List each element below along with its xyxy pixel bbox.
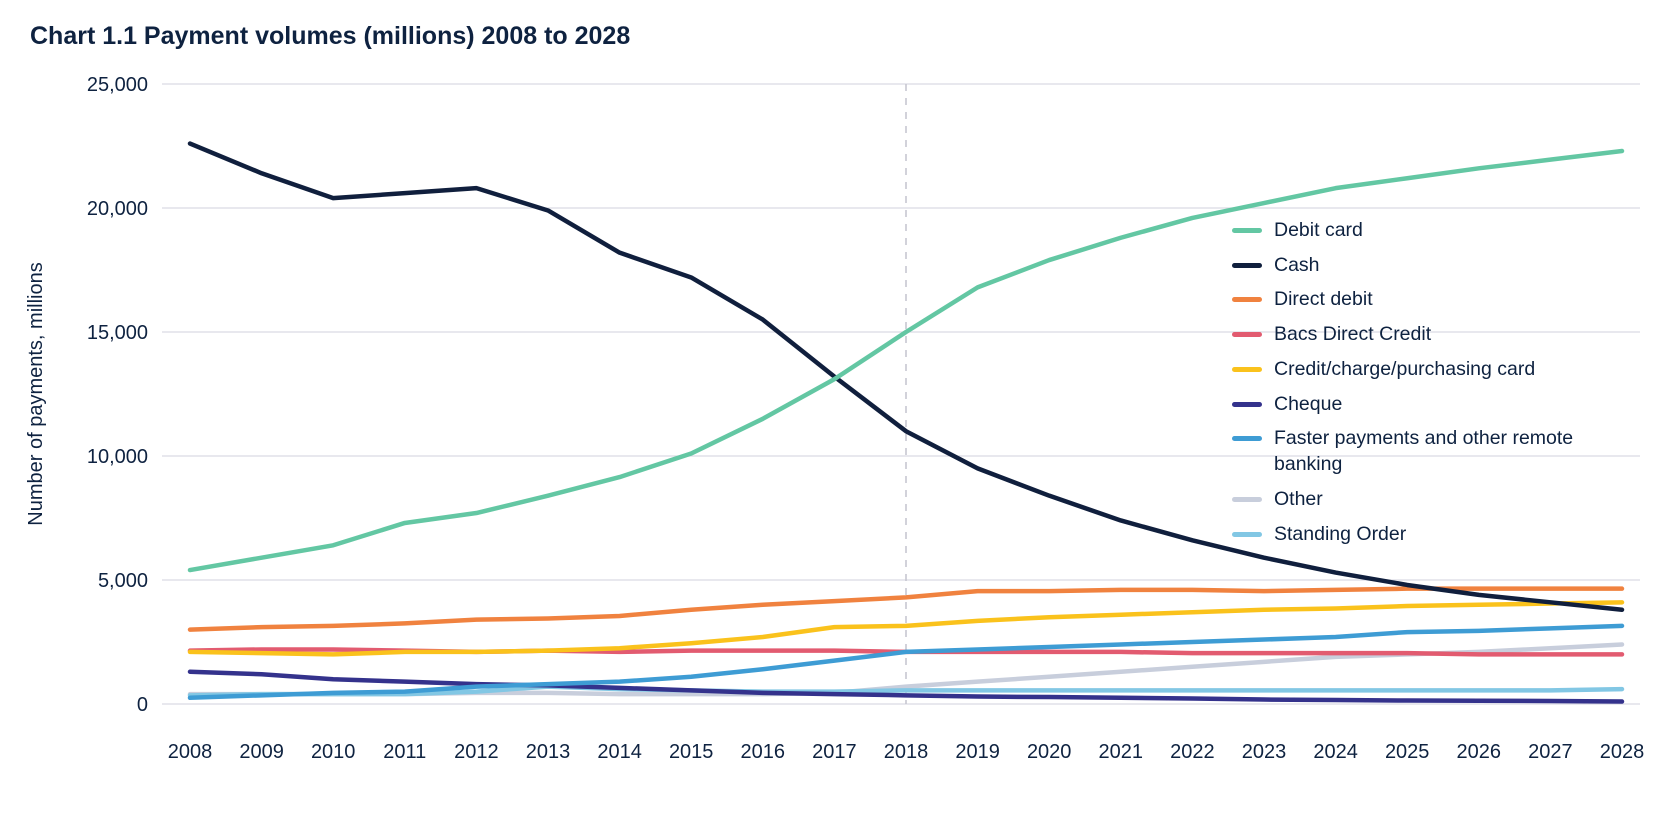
series-line-credit-charge-purchasing-card (187, 600, 1625, 657)
x-tick-label: 2009 (239, 741, 284, 763)
x-tick-label: 2025 (1385, 741, 1430, 763)
x-tick-label: 2008 (168, 741, 213, 763)
series-line-standing-order (187, 684, 1625, 698)
x-tick-label: 2028 (1600, 741, 1645, 763)
legend-label: Cheque (1274, 392, 1343, 415)
legend-label: Credit/charge/purchasing card (1274, 357, 1536, 380)
legend-swatch (1232, 366, 1262, 372)
y-tick-label: 25,000 (87, 74, 148, 96)
payment-volumes-line-chart: Number of payments, millions 0 5,000 10,00… (25, 74, 1645, 763)
legend-label: Cash (1274, 253, 1320, 276)
legend-item-debit-card: Debit card (1232, 218, 1582, 244)
legend-item-faster-payments-and-other-remote-banking: Faster payments and other remote banking (1232, 426, 1582, 477)
x-tick-label: 2027 (1528, 741, 1573, 763)
x-tick-label: 2021 (1099, 741, 1144, 763)
legend-item-other: Other (1232, 487, 1582, 513)
y-tick-label: 15,000 (87, 322, 148, 344)
series-line-faster-payments-and-other-remote-banking (187, 623, 1625, 701)
legend-label: Debit card (1274, 219, 1363, 241)
legend-swatch (1232, 496, 1262, 502)
series-line-cash (187, 141, 1625, 613)
x-tick-label: 2014 (597, 741, 642, 763)
series-line-cheque (187, 669, 1625, 704)
legend-swatch (1232, 228, 1262, 233)
legend-label: Other (1274, 487, 1323, 510)
x-tick-label: 2013 (526, 741, 571, 763)
legend-label: Faster payments and other remote banking (1274, 427, 1574, 476)
y-tick-label: 0 (137, 694, 148, 716)
x-tick-label: 2024 (1313, 741, 1358, 763)
x-tick-label: 2010 (311, 741, 356, 763)
legend-swatch (1232, 531, 1262, 537)
x-tick-label: 2016 (741, 741, 786, 763)
chart-legend: Debit card Cash Direct debit Bacs Direct Cr… (1232, 218, 1582, 556)
x-tick-label: 2011 (383, 741, 426, 763)
x-tick-label: 2020 (1027, 741, 1072, 763)
legend-swatch (1232, 332, 1262, 338)
series-line-direct-debit (187, 586, 1625, 632)
legend-label: Bacs Direct Credit (1274, 323, 1432, 346)
y-axis-label: Number of payments, millions (25, 262, 47, 525)
legend-swatch (1232, 297, 1262, 303)
legend-item-standing-order: Standing Order (1232, 522, 1582, 548)
legend-swatch (1232, 262, 1262, 268)
legend-item-bacs-direct-credit: Bacs Direct Credit (1232, 322, 1582, 348)
y-tick-label: 5,000 (98, 570, 148, 592)
legend-swatch (1232, 436, 1262, 442)
chart-title: Chart 1.1 Payment volumes (millions) 200… (30, 22, 631, 50)
legend-item-cash: Cash (1232, 253, 1582, 279)
legend-item-direct-debit: Direct debit (1232, 287, 1582, 313)
x-tick-label: 2023 (1242, 741, 1287, 763)
series-line-debit-card (187, 148, 1625, 573)
legend-label: Direct debit (1274, 288, 1373, 311)
x-tick-label: 2015 (669, 741, 714, 763)
x-tick-label: 2017 (812, 741, 857, 763)
legend-label: Standing Order (1274, 522, 1407, 545)
legend-swatch (1232, 401, 1262, 407)
y-tick-label: 20,000 (87, 198, 148, 220)
x-tick-label: 2019 (955, 741, 1000, 763)
x-tick-label: 2012 (454, 741, 499, 763)
y-tick-label: 10,000 (87, 446, 148, 468)
legend-item-cheque: Cheque (1232, 392, 1582, 418)
x-tick-label: 2018 (884, 741, 929, 763)
legend-item-credit-charge-purchasing-card: Credit/charge/purchasing card (1232, 357, 1582, 383)
x-tick-label: 2026 (1457, 741, 1502, 763)
x-tick-label: 2022 (1170, 741, 1215, 763)
